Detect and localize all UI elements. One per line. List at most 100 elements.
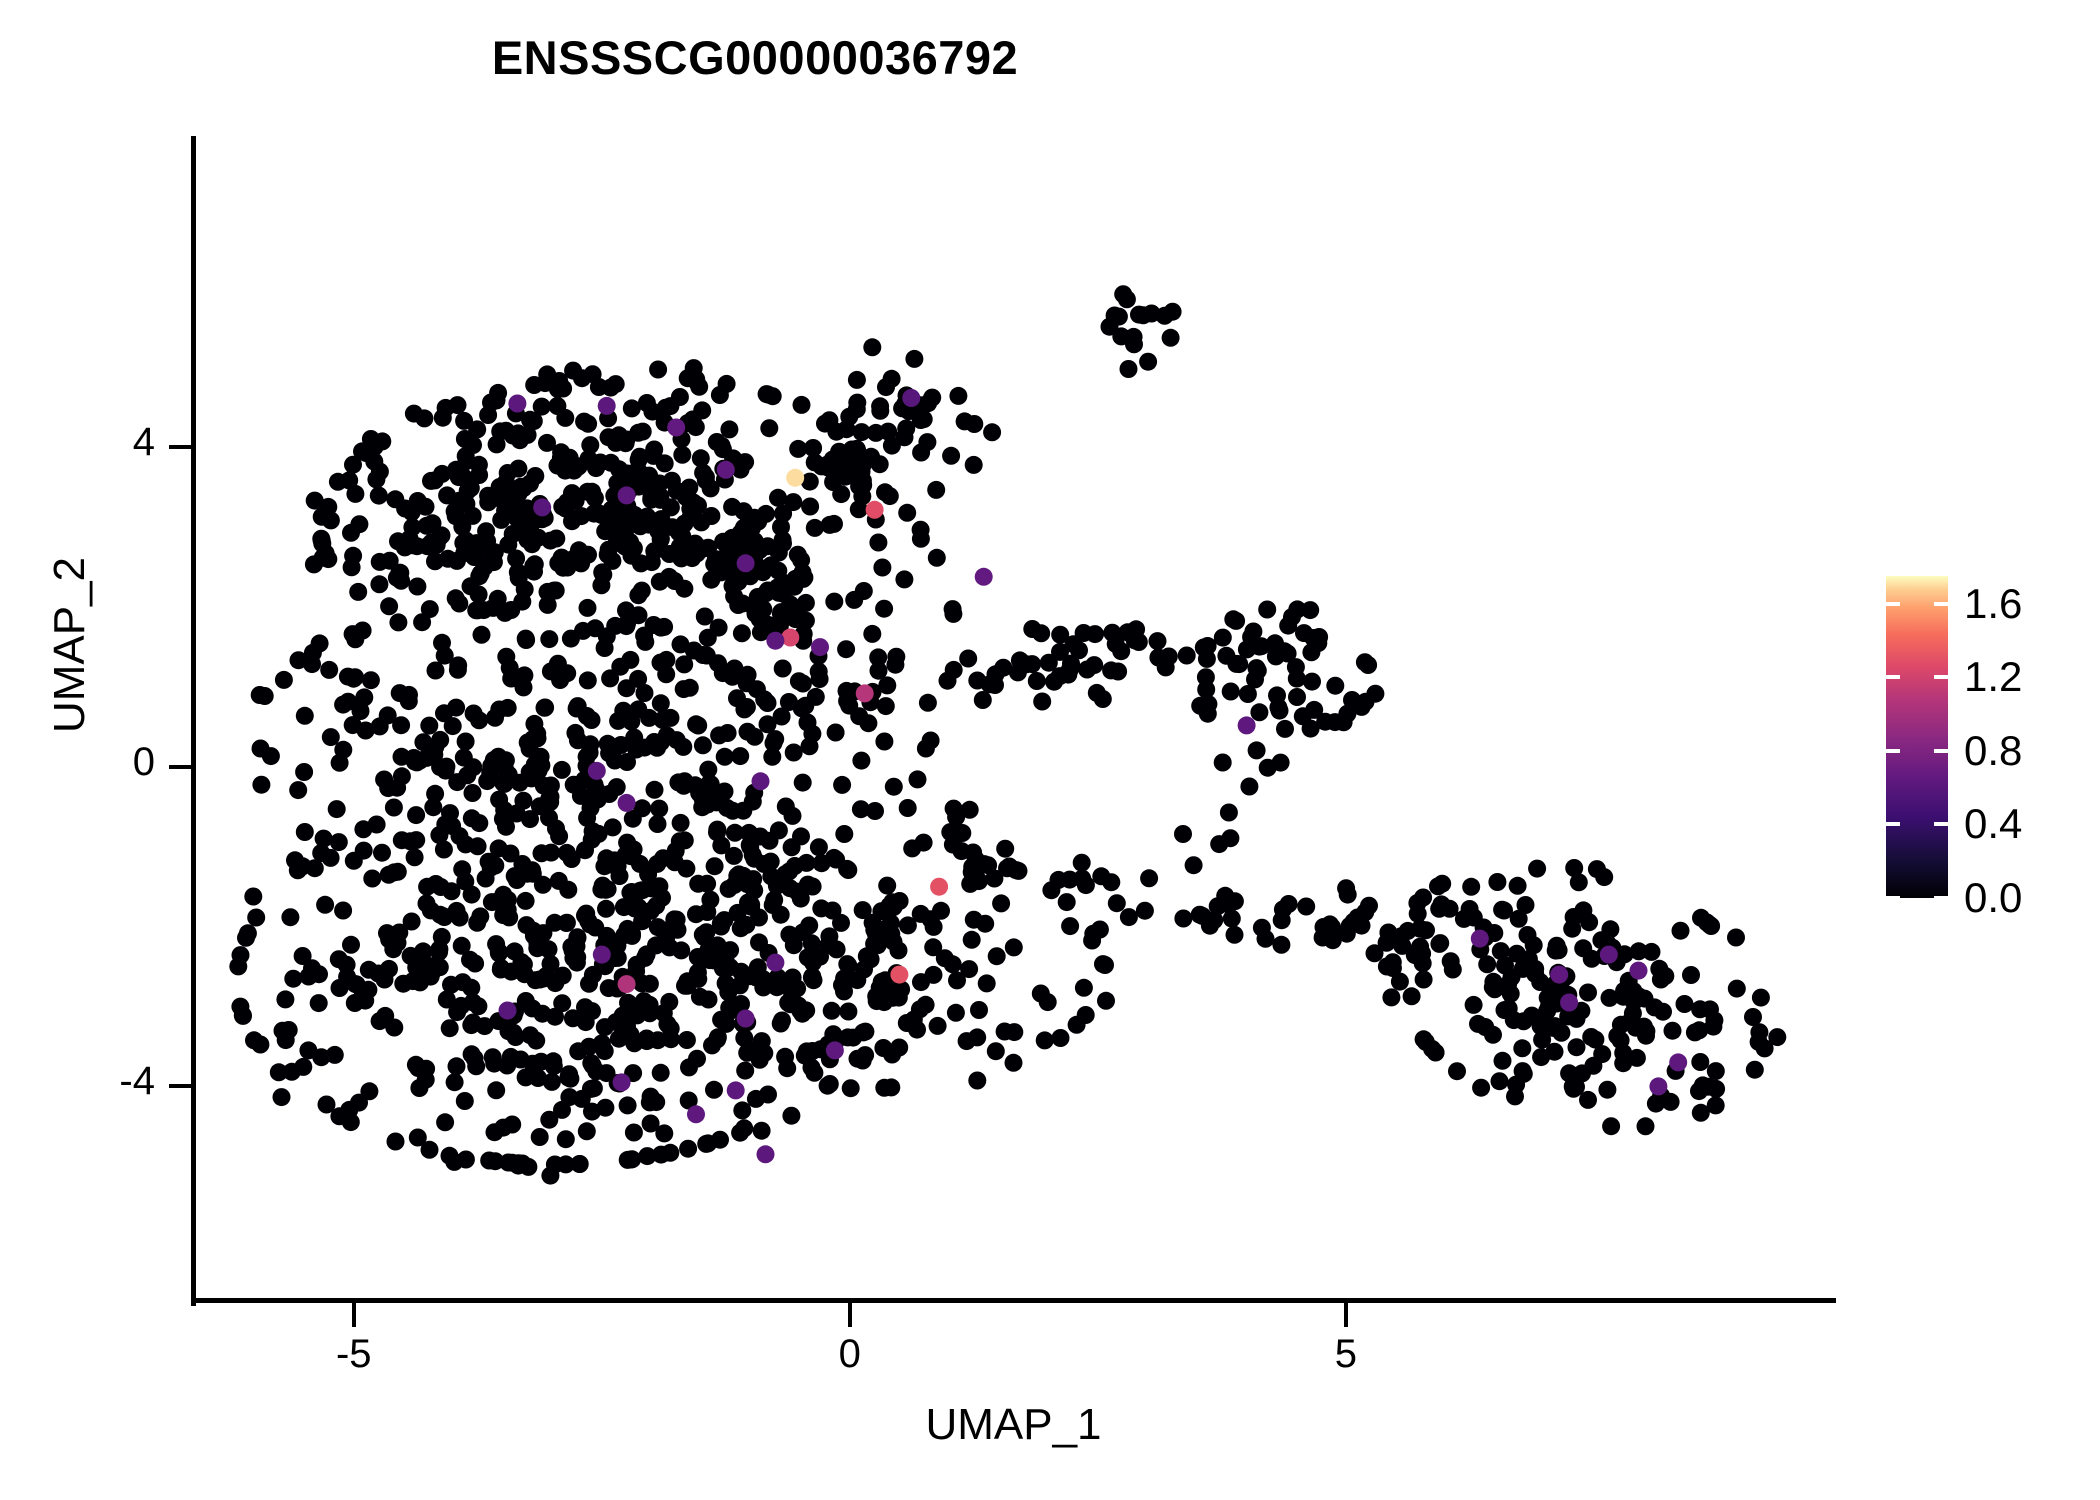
scatter-point xyxy=(822,1001,841,1020)
scatter-point xyxy=(762,867,781,886)
scatter-point xyxy=(1343,691,1361,709)
scatter-point xyxy=(720,420,739,439)
scatter-point xyxy=(1484,1025,1502,1044)
scatter-point xyxy=(976,914,995,933)
scatter-point xyxy=(1745,1060,1764,1079)
scatter-point xyxy=(1707,1079,1726,1098)
scatter-point xyxy=(546,581,565,600)
scatter-point xyxy=(871,397,890,416)
scatter-point xyxy=(869,648,888,667)
scatter-point xyxy=(386,490,405,509)
scatter-point xyxy=(645,780,664,799)
scatter-point xyxy=(847,400,866,419)
scatter-point xyxy=(1283,607,1301,626)
scatter-point xyxy=(816,414,834,433)
scatter-point xyxy=(919,394,938,413)
scatter-point xyxy=(792,395,811,414)
scatter-point xyxy=(627,510,646,529)
scatter-point xyxy=(1161,328,1180,347)
scatter-point xyxy=(1272,911,1291,930)
scatter-point xyxy=(314,829,333,848)
scatter-point xyxy=(255,687,274,705)
scatter-point xyxy=(1569,873,1588,892)
scatter-point xyxy=(911,407,930,426)
scatter-point xyxy=(713,440,732,459)
scatter-point xyxy=(468,420,487,439)
scatter-point xyxy=(880,487,899,506)
scatter-point xyxy=(447,460,465,479)
scatter-point xyxy=(551,671,570,689)
scatter-point xyxy=(803,877,822,896)
scatter-point xyxy=(495,774,514,793)
scatter-point xyxy=(557,843,576,862)
scatter-point xyxy=(830,442,849,461)
scatter-point xyxy=(851,800,870,819)
scatter-point xyxy=(420,1140,439,1159)
scatter-point xyxy=(492,510,511,529)
scatter-point xyxy=(733,1101,752,1120)
scatter-point xyxy=(1042,881,1061,900)
scatter-point xyxy=(684,493,703,512)
scatter-point xyxy=(440,1146,459,1165)
scatter-point xyxy=(679,1139,698,1158)
scatter-point xyxy=(312,1048,331,1067)
scatter-point xyxy=(1513,959,1532,978)
scatter-point xyxy=(560,1065,579,1084)
scatter-point xyxy=(878,676,897,695)
scatter-point xyxy=(1118,623,1137,642)
scatter-point xyxy=(1627,1048,1646,1067)
scatter-point xyxy=(521,810,539,829)
scatter-point xyxy=(855,960,873,979)
scatter-point xyxy=(1301,719,1320,738)
scatter-point xyxy=(1469,1014,1487,1033)
scatter-point xyxy=(1595,868,1614,887)
scatter-point xyxy=(797,1042,816,1061)
scatter-point xyxy=(708,820,727,839)
scatter-point xyxy=(1493,1051,1512,1070)
scatter-point-highlighted xyxy=(890,965,909,984)
scatter-point xyxy=(489,942,508,961)
scatter-point xyxy=(580,743,599,762)
x-tick-mark xyxy=(847,1303,852,1327)
colorbar-tick-mark xyxy=(1886,675,1900,680)
scatter-point xyxy=(596,880,615,899)
scatter-point xyxy=(897,419,916,438)
scatter-point xyxy=(1592,931,1611,950)
scatter-point xyxy=(585,775,604,794)
scatter-point xyxy=(337,955,356,974)
scatter-point xyxy=(697,646,716,665)
scatter-point xyxy=(1087,683,1106,702)
scatter-point xyxy=(699,941,718,960)
scatter-point xyxy=(776,1047,795,1066)
scatter-point xyxy=(468,913,487,932)
scatter-point xyxy=(392,767,411,786)
scatter-point xyxy=(683,410,702,429)
scatter-point xyxy=(420,716,439,735)
scatter-point xyxy=(812,899,831,918)
scatter-point xyxy=(456,1150,475,1169)
scatter-point xyxy=(738,875,757,893)
scatter-point xyxy=(295,763,314,781)
scatter-point xyxy=(471,564,490,583)
scatter-point xyxy=(970,1001,988,1019)
scatter-point xyxy=(1045,672,1064,691)
scatter-point xyxy=(503,1115,522,1134)
scatter-point xyxy=(782,838,801,857)
scatter-point xyxy=(1196,668,1215,687)
y-tick-label: 0 xyxy=(132,739,155,784)
scatter-point xyxy=(1094,955,1112,974)
scatter-point xyxy=(832,485,851,504)
scatter-point xyxy=(1533,1030,1552,1049)
scatter-point xyxy=(499,491,518,510)
scatter-point xyxy=(1279,895,1298,913)
scatter-point-highlighted xyxy=(617,793,636,812)
colorbar-tick-label: 1.2 xyxy=(1964,653,2023,701)
scatter-point xyxy=(792,551,811,570)
scatter-point xyxy=(426,661,445,680)
scatter-point xyxy=(541,531,560,550)
scatter-point xyxy=(525,376,544,394)
scatter-point xyxy=(304,555,323,574)
scatter-point xyxy=(1506,1087,1524,1106)
scatter-point xyxy=(375,770,394,789)
scatter-point xyxy=(759,1085,777,1104)
